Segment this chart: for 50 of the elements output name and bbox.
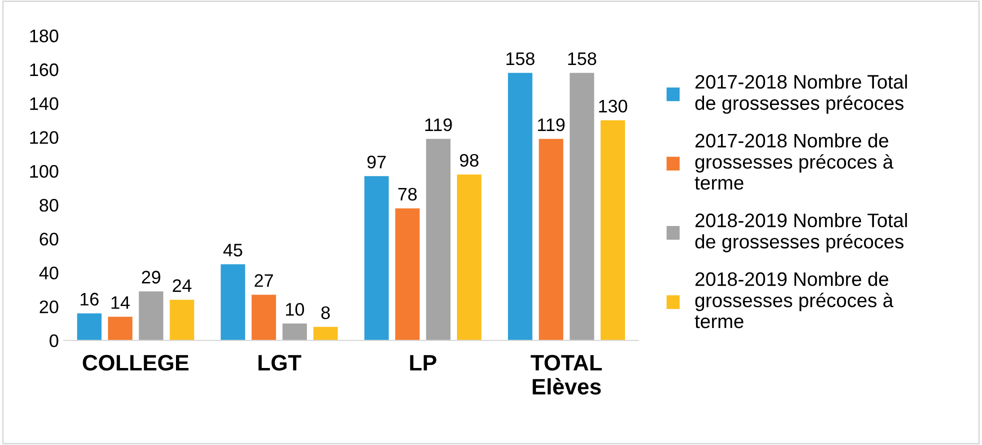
bar	[600, 120, 626, 340]
y-tick-label: 180	[30, 30, 58, 42]
data-label: 45	[223, 244, 242, 256]
bar	[138, 291, 164, 340]
data-label: 119	[425, 118, 452, 132]
y-tick-label: 0	[50, 334, 58, 348]
bar	[313, 326, 338, 340]
bar	[508, 72, 532, 340]
legend-label: 2017-2018 Nombre Total de grossesses précoces	[695, 74, 907, 114]
bar	[570, 72, 594, 340]
bar	[364, 176, 389, 340]
y-tick-label: 40	[39, 266, 58, 280]
data-label: 158	[506, 52, 534, 66]
legend-label: 2018-2019 Nombre de grossesses précoces à terme	[694, 272, 894, 328]
x-tick-label: LGT	[258, 354, 302, 371]
bar	[456, 174, 482, 340]
bar	[220, 264, 246, 340]
x-tick-label: LP	[410, 355, 436, 370]
data-label: 158	[568, 52, 596, 66]
data-label: 16	[80, 292, 99, 306]
data-label: 130	[599, 100, 628, 113]
data-label: 24	[172, 279, 192, 292]
bar	[426, 138, 451, 340]
bar	[170, 300, 194, 340]
data-label: 8	[321, 306, 330, 320]
data-label: 29	[142, 270, 160, 284]
y-tick-label: 20	[40, 300, 58, 314]
y-tick-label: 120	[30, 131, 58, 144]
data-label: 119	[538, 118, 565, 132]
x-tick-label: TOTAL Elèves	[530, 354, 602, 395]
data-label: 10	[286, 302, 304, 316]
bar	[538, 138, 564, 340]
y-tick-label: 160	[30, 63, 58, 76]
data-label: 98	[460, 154, 478, 167]
bar	[395, 208, 420, 340]
data-label: 14	[112, 296, 130, 309]
y-tick-label: 80	[40, 198, 58, 212]
x-tick-label: COLLEGE	[82, 354, 188, 371]
y-tick-label: 140	[30, 97, 58, 110]
legend-label: 2018-2019 Nombre Total de grossesses précoces	[695, 212, 907, 252]
bar	[77, 313, 102, 340]
legend-label: 2017-2018 Nombre de grossesses précoces à terme	[694, 133, 894, 190]
data-label: 97	[367, 156, 386, 168]
data-label: 78	[398, 188, 417, 201]
y-tick-label: 100	[30, 165, 58, 178]
bar	[282, 323, 307, 340]
bar	[108, 316, 132, 340]
data-label: 27	[254, 274, 273, 287]
y-tick-label: 60	[40, 232, 58, 246]
bar	[252, 294, 276, 340]
